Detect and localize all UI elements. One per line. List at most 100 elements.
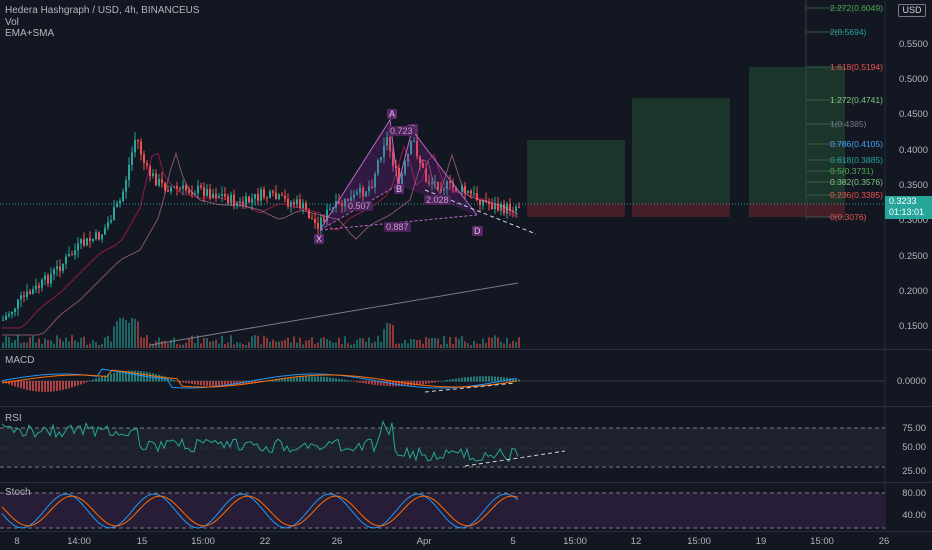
volume-bar (218, 343, 220, 348)
stoch-band (0, 493, 885, 528)
candle-body (404, 161, 406, 174)
pattern-xab (320, 120, 398, 230)
candle-body (47, 275, 49, 284)
candle-body (191, 192, 193, 195)
volume-bar (359, 338, 361, 348)
macd-histogram-bar (107, 374, 109, 382)
macd-histogram-bar (89, 380, 91, 382)
macd-histogram-bar (446, 379, 448, 382)
candle-body (398, 167, 400, 185)
macd-histogram-bar (299, 376, 301, 382)
macd-histogram-bar (200, 381, 202, 386)
volume-bar (71, 335, 73, 348)
volume-bar (200, 343, 202, 348)
candle-body (401, 173, 403, 185)
volume-bar (173, 337, 175, 348)
macd-histogram-bar (485, 376, 487, 382)
macd-histogram-bar (281, 378, 283, 382)
ema-sma-indicator-label[interactable]: EMA+SMA (5, 28, 55, 39)
candle-body (101, 234, 103, 240)
volume-bar (512, 340, 514, 348)
candle-body (281, 194, 283, 196)
volume-bar (404, 340, 406, 348)
volume-bar (92, 340, 94, 348)
candle-body (176, 186, 178, 189)
pattern-point-d[interactable]: D (472, 226, 483, 236)
volume-bar (407, 343, 409, 348)
stoch-pane-title[interactable]: Stoch (5, 487, 31, 498)
macd-histogram-bar (44, 381, 46, 392)
volume-bar (383, 328, 385, 348)
macd-histogram-bar (110, 373, 112, 382)
volume-bar (476, 343, 478, 348)
candle-body (158, 179, 160, 186)
rsi-axis-label: 25.00 (902, 466, 926, 477)
volume-bar (257, 335, 259, 348)
pattern-point-b[interactable]: B (394, 184, 405, 194)
volume-bar (428, 338, 430, 348)
macd-histogram-bar (437, 381, 439, 382)
candle-body (467, 191, 469, 193)
candle-body (218, 195, 220, 198)
stop-zone (527, 203, 625, 217)
pattern-point-x[interactable]: X (314, 234, 325, 244)
candle-body (482, 200, 484, 206)
volume-bar (434, 337, 436, 348)
volume-bar (5, 336, 7, 348)
volume-bar (485, 343, 487, 348)
volume-bar (170, 339, 172, 348)
currency-button[interactable]: USD (898, 4, 926, 17)
candle-body (77, 243, 79, 251)
macd-histogram-bar (419, 381, 421, 385)
macd-histogram-bar (467, 377, 469, 382)
volume-bar (395, 343, 397, 348)
macd-histogram-bar (326, 377, 328, 382)
pane-separator[interactable] (0, 406, 932, 407)
candle-body (518, 206, 520, 208)
volume-bar (299, 337, 301, 348)
volume-bar (23, 342, 25, 348)
volume-bar (2, 342, 4, 348)
volume-indicator-label[interactable]: Vol (5, 16, 19, 28)
sma-line (2, 151, 519, 336)
volume-bar (278, 341, 280, 348)
candle-body (341, 202, 343, 207)
volume-bar (155, 341, 157, 348)
profit-zone (632, 98, 730, 203)
macd-pane-title[interactable]: MACD (5, 355, 35, 366)
candle-body (272, 191, 274, 193)
volume-bar (137, 321, 139, 348)
volume-bar (17, 335, 19, 348)
candle-body (236, 202, 238, 206)
pane-separator[interactable] (0, 482, 932, 483)
volume-bar (56, 335, 58, 348)
volume-bar (164, 340, 166, 348)
candle-body (194, 193, 196, 195)
profit-zone (527, 140, 625, 203)
pane-separator[interactable] (0, 349, 932, 350)
volume-bar (230, 335, 232, 348)
candle-body (278, 194, 280, 200)
time-axis-separator (0, 531, 932, 532)
macd-histogram-bar (221, 381, 223, 387)
candle-body (413, 141, 415, 143)
volume-bar (401, 343, 403, 348)
macd-histogram-bar (206, 381, 208, 386)
candle-body (35, 285, 37, 290)
macd-histogram-bar (179, 381, 181, 383)
macd-histogram-bar (500, 376, 502, 382)
pattern-xd-dash (319, 214, 478, 231)
macd-histogram-bar (464, 377, 466, 382)
ratio-bd: 2.028 (424, 195, 451, 205)
symbol-title[interactable]: Hedera Hashgraph / USD, 4h, BINANCEUS (5, 5, 200, 16)
fib-level-label: 0.382(0.3576) (830, 177, 883, 187)
candle-body (491, 204, 493, 210)
price-axis-label: 0.3500 (898, 180, 928, 191)
pattern-point-a[interactable]: A (387, 109, 398, 119)
macd-histogram-bar (59, 381, 61, 391)
rsi-pane-title[interactable]: RSI (5, 413, 22, 424)
volume-bar (89, 343, 91, 348)
macd-histogram-bar (74, 381, 76, 387)
time-axis-label: 15:00 (687, 536, 711, 547)
